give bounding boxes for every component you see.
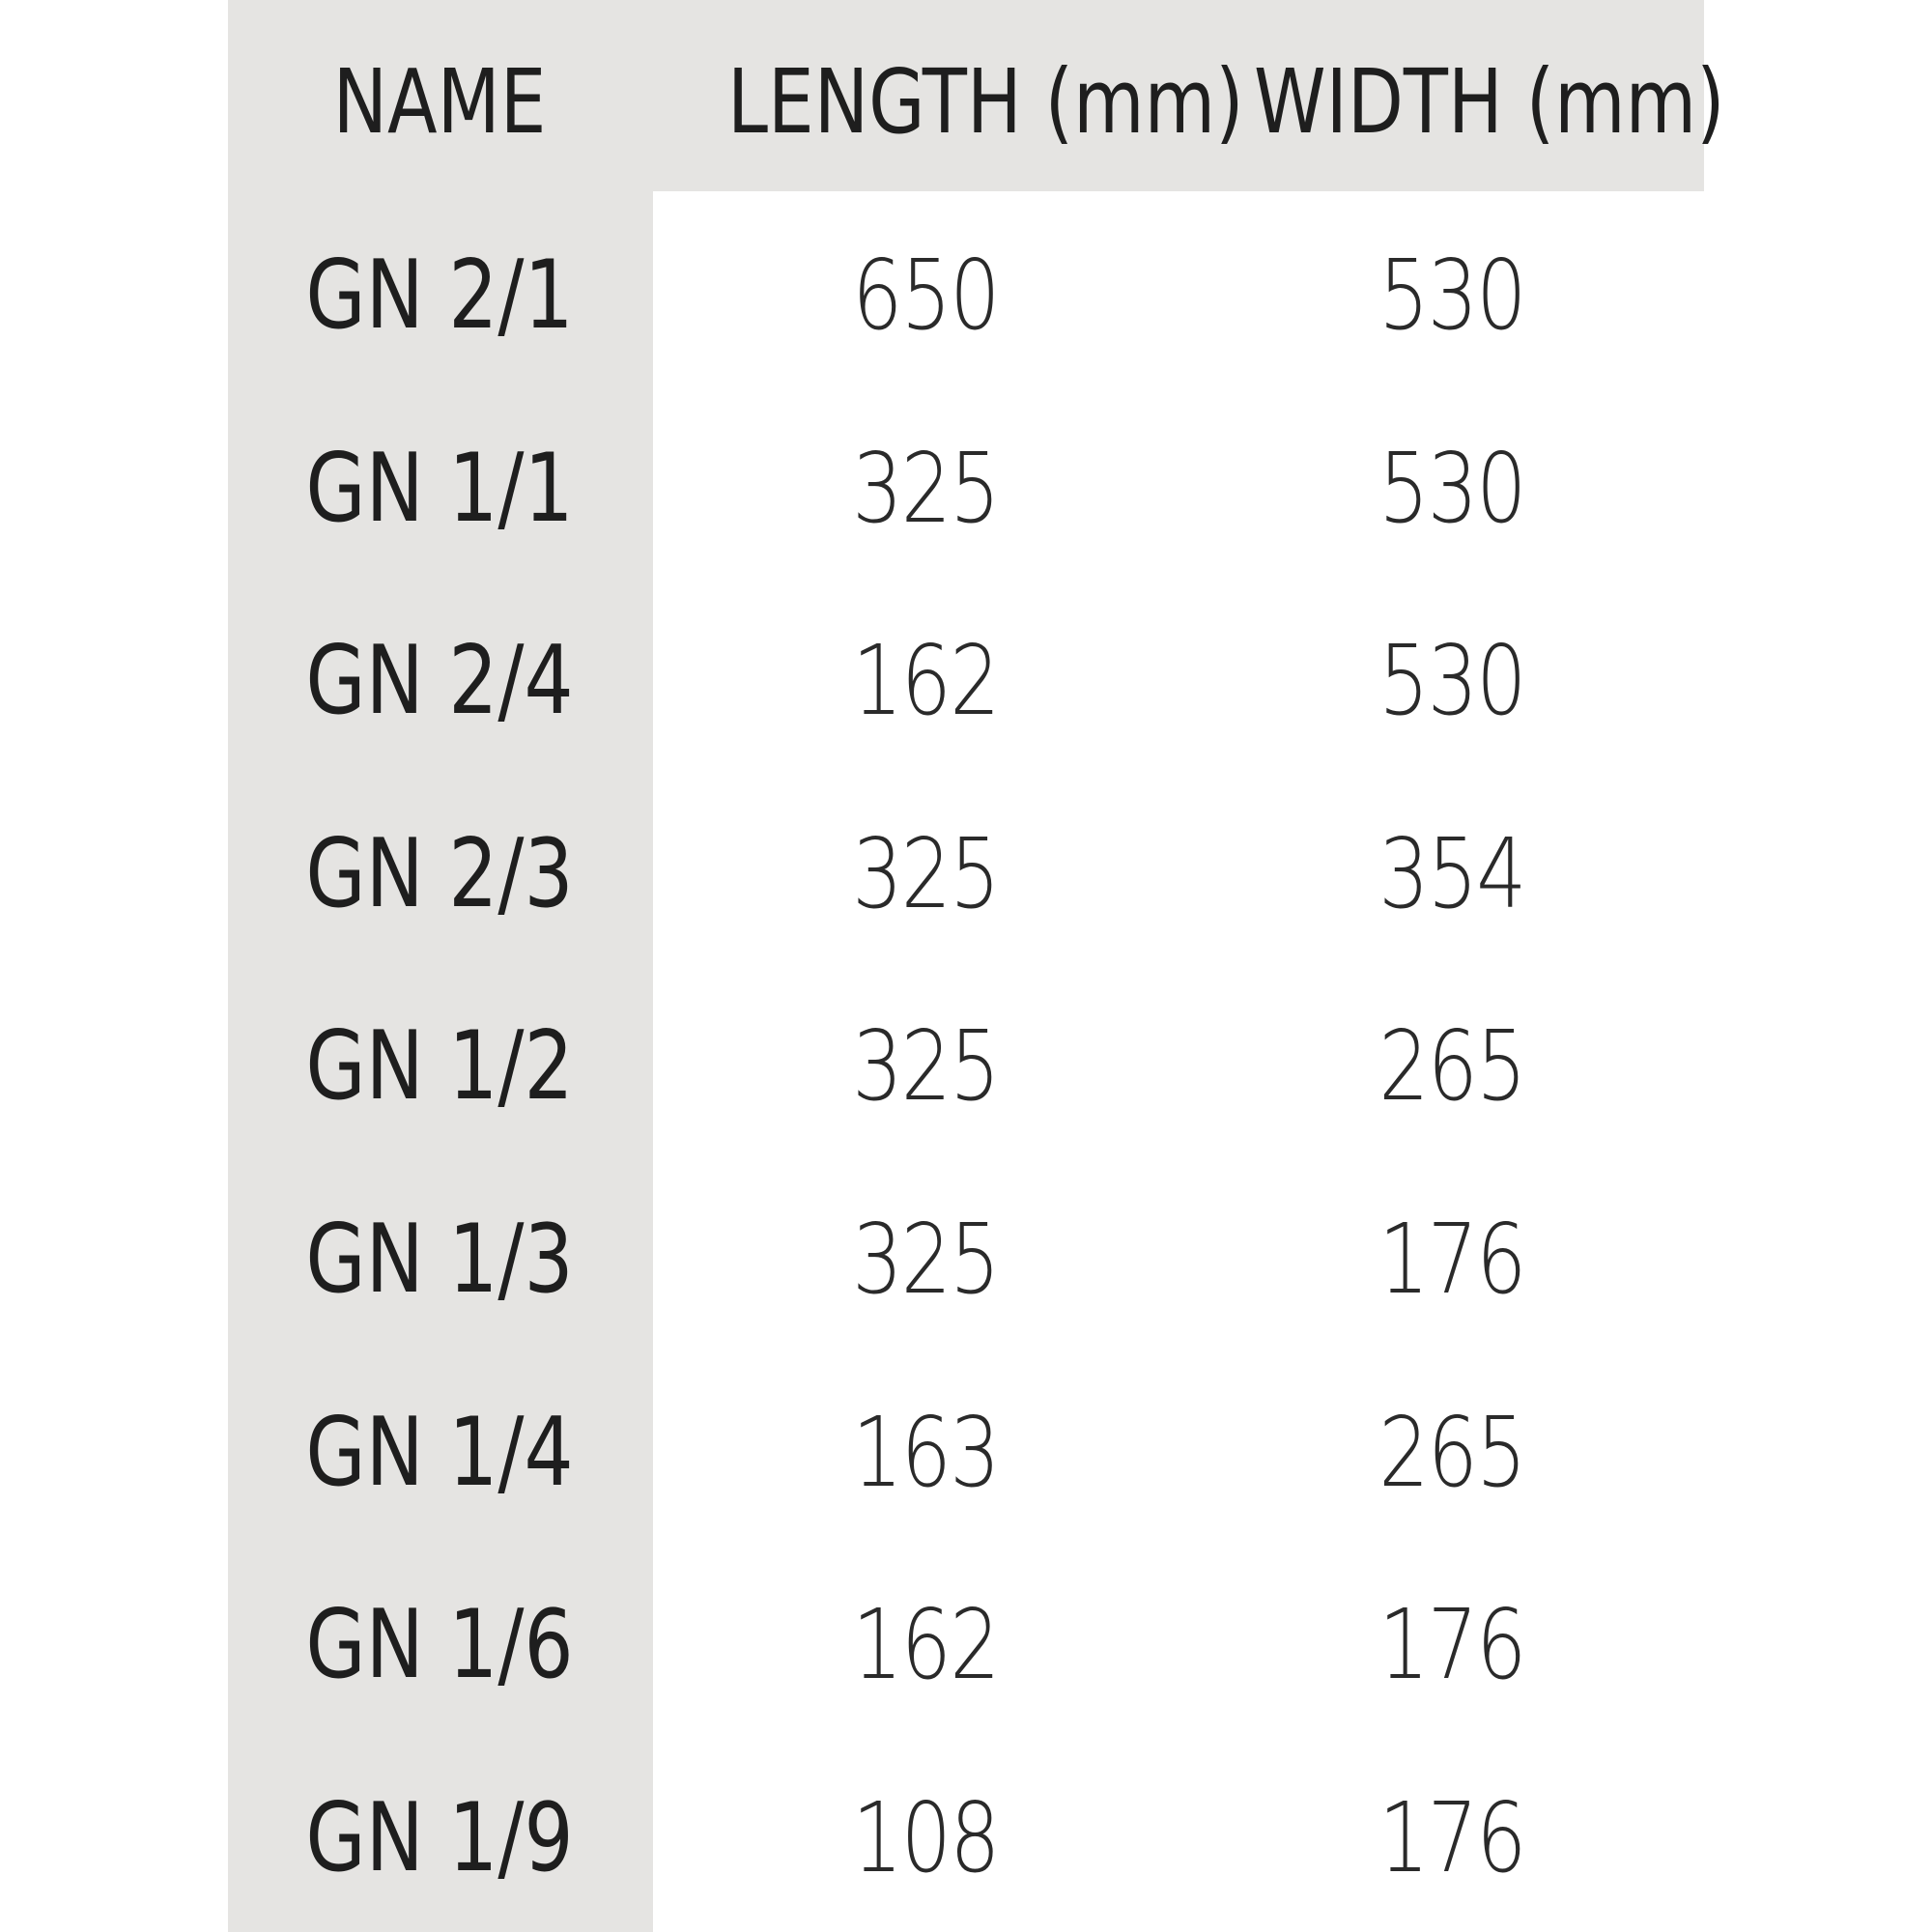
cell-value: 176 <box>1378 1780 1526 1894</box>
cell-value: 530 <box>1378 431 1526 545</box>
cell-value: 108 <box>852 1780 1000 1894</box>
cell-value: 265 <box>1378 1395 1526 1509</box>
row-name: GN 1/6 <box>305 1590 574 1701</box>
cell-value: 325 <box>852 1009 1000 1123</box>
row-name: GN 1/9 <box>305 1782 574 1893</box>
cell-value: 265 <box>1378 1009 1526 1123</box>
row-name: GN 2/3 <box>305 818 574 929</box>
row-name: GN 1/1 <box>305 433 574 544</box>
name-column-band <box>228 0 653 1932</box>
row-name: GN 2/4 <box>305 626 574 737</box>
cell-value: 163 <box>852 1395 1000 1509</box>
row-name: GN 1/3 <box>305 1205 574 1315</box>
cell-value: 325 <box>852 816 1000 930</box>
row-name: GN 2/1 <box>305 241 574 351</box>
cell-value: 354 <box>1378 816 1526 930</box>
column-header: NAME <box>332 50 547 154</box>
header-band <box>228 0 1704 191</box>
column-header: LENGTH (mm) <box>727 50 1244 154</box>
cell-value: 162 <box>852 1588 1000 1702</box>
cell-value: 325 <box>852 1203 1000 1316</box>
cell-value: 162 <box>852 624 1000 738</box>
cell-value: 325 <box>852 431 1000 545</box>
cell-value: 530 <box>1378 239 1526 352</box>
cell-value: 530 <box>1378 624 1526 738</box>
cell-value: 176 <box>1378 1588 1526 1702</box>
cell-value: 176 <box>1378 1203 1526 1316</box>
row-name: GN 1/4 <box>305 1397 574 1508</box>
row-name: GN 1/2 <box>305 1011 574 1122</box>
column-header: WIDTH (mm) <box>1254 50 1725 154</box>
cell-value: 650 <box>852 239 1000 352</box>
